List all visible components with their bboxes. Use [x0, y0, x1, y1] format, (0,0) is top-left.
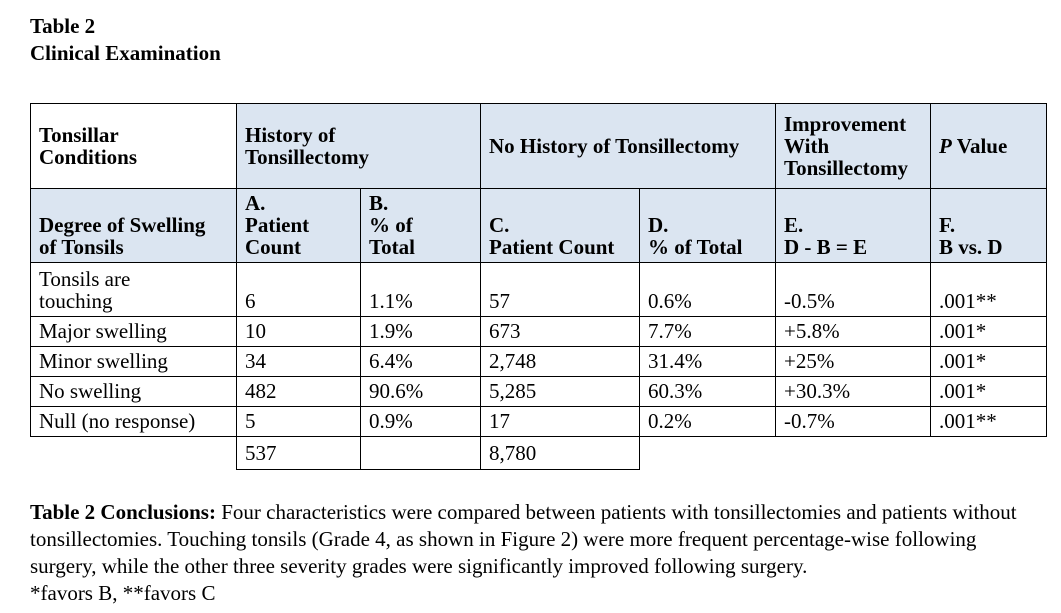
cell-e: +30.3%: [775, 376, 931, 407]
header-history-of-tonsillectomy: History of Tonsillectomy: [236, 103, 481, 189]
totals-empty-e: [776, 437, 931, 470]
header-col-b-percent-of-total: B. % of Total: [360, 188, 481, 263]
table-caption: Clinical Examination: [30, 41, 221, 65]
cell-f: .001*: [930, 376, 1047, 407]
cell-a: 10: [236, 316, 361, 347]
row-label: Null (no response): [30, 406, 237, 437]
cell-c: 57: [480, 262, 640, 317]
conclusions-footnote: *favors B, **favors C: [30, 581, 216, 605]
cell-e: +5.8%: [775, 316, 931, 347]
p-value-italic-p: P: [939, 133, 952, 158]
cell-f: .001*: [930, 316, 1047, 347]
table-title-block: Table 2 Clinical Examination: [30, 13, 1061, 67]
cell-c: 5,285: [480, 376, 640, 407]
cell-c: 2,748: [480, 346, 640, 377]
cell-e: -0.7%: [775, 406, 931, 437]
header-row-columns: Degree of Swelling of Tonsils A. Patient…: [30, 188, 1047, 263]
cell-a: 34: [236, 346, 361, 377]
header-no-history-of-tonsillectomy: No History of Tonsillectomy: [480, 103, 776, 189]
cell-f: .001*: [930, 346, 1047, 377]
cell-d: 0.2%: [639, 406, 776, 437]
row-label: Minor swelling: [30, 346, 237, 377]
header-p-value: P Value: [930, 103, 1047, 189]
row-label: Tonsils are touching: [30, 262, 237, 317]
cell-b: 0.9%: [360, 406, 481, 437]
cell-a: 6: [236, 262, 361, 317]
conclusions-paragraph: Table 2 Conclusions: Four characteristic…: [30, 499, 1042, 607]
cell-b: 1.1%: [360, 262, 481, 317]
header-degree-of-swelling: Degree of Swelling of Tonsils: [30, 188, 237, 263]
cell-c: 673: [480, 316, 640, 347]
table-row-major-swelling: Major swelling 10 1.9% 673 7.7% +5.8% .0…: [30, 316, 1047, 347]
table-row-totals: 537 8,780: [31, 436, 1047, 470]
cell-d: 7.7%: [639, 316, 776, 347]
header-tonsillar-conditions: Tonsillar Conditions: [30, 103, 237, 189]
cell-e: -0.5%: [775, 262, 931, 317]
cell-e: +25%: [775, 346, 931, 377]
totals-empty-b: [360, 436, 481, 470]
cell-a: 482: [236, 376, 361, 407]
cell-d: 0.6%: [639, 262, 776, 317]
totals-empty-f: [931, 437, 1047, 470]
header-col-e-difference: E. D - B = E: [775, 188, 931, 263]
conclusions-lead: Table 2 Conclusions:: [30, 500, 216, 524]
header-col-d-percent-of-total: D. % of Total: [639, 188, 776, 263]
table-row-null-no-response: Null (no response) 5 0.9% 17 0.2% -0.7% …: [30, 406, 1047, 437]
header-improvement-with-tonsillectomy: Improvement With Tonsillectomy: [775, 103, 931, 189]
table-row-minor-swelling: Minor swelling 34 6.4% 2,748 31.4% +25% …: [30, 346, 1047, 377]
totals-empty-label: [31, 437, 237, 470]
table-row-no-swelling: No swelling 482 90.6% 5,285 60.3% +30.3%…: [30, 376, 1047, 407]
header-col-a-patient-count: A. Patient Count: [236, 188, 361, 263]
p-value-label: Value: [956, 133, 1008, 158]
cell-f: .001**: [930, 406, 1047, 437]
totals-empty-d: [640, 437, 776, 470]
cell-a: 5: [236, 406, 361, 437]
total-patient-count-c: 8,780: [480, 436, 640, 470]
row-label: No swelling: [30, 376, 237, 407]
header-col-f-b-vs-d: F. B vs. D: [930, 188, 1047, 263]
conclusions-body: Four characteristics were compared betwe…: [30, 500, 1017, 578]
header-row-groups: Tonsillar Conditions History of Tonsille…: [30, 103, 1047, 189]
cell-b: 1.9%: [360, 316, 481, 347]
cell-d: 31.4%: [639, 346, 776, 377]
row-label: Major swelling: [30, 316, 237, 347]
cell-b: 90.6%: [360, 376, 481, 407]
table-number: Table 2: [30, 14, 96, 38]
cell-c: 17: [480, 406, 640, 437]
total-patient-count-a: 537: [236, 436, 361, 470]
header-col-c-patient-count: C. Patient Count: [480, 188, 640, 263]
cell-d: 60.3%: [639, 376, 776, 407]
table-row-tonsils-touching: Tonsils are touching 6 1.1% 57 0.6% -0.5…: [30, 262, 1047, 317]
conclusions-text: Table 2 Conclusions: Four characteristic…: [30, 499, 1042, 580]
cell-b: 6.4%: [360, 346, 481, 377]
cell-f: .001**: [930, 262, 1047, 317]
clinical-examination-table: Tonsillar Conditions History of Tonsille…: [30, 103, 1047, 470]
